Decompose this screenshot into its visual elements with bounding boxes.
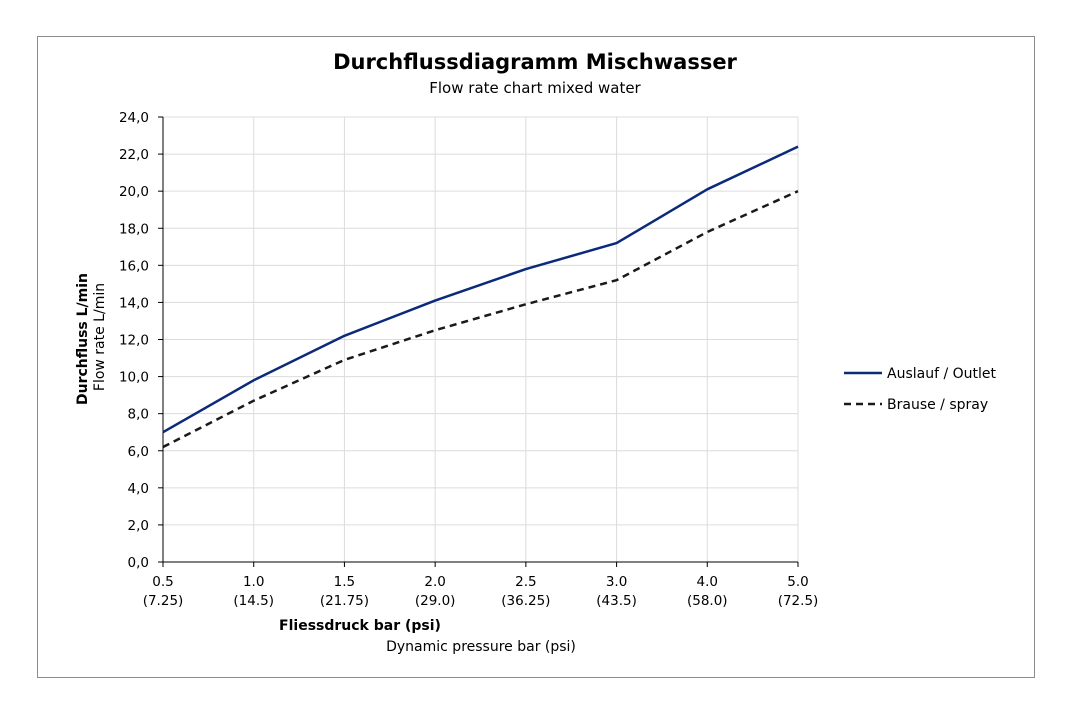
legend: Auslauf / Outlet Brause / spray: [844, 366, 997, 413]
x-tick-label: 1.5: [334, 574, 355, 590]
x-tick-label: 2.0: [424, 574, 445, 590]
y-tick-label: 0,0: [128, 555, 149, 571]
y-tick-label: 2,0: [128, 518, 149, 534]
x-axis-title: Fliessdruck bar (psi): [279, 618, 441, 634]
y-tick-label: 6,0: [128, 444, 149, 460]
x-tick-sublabel: (21.75): [320, 593, 369, 609]
y-tick-label: 20,0: [119, 184, 149, 200]
x-tick-sublabel: (58.0): [687, 593, 728, 609]
x-tick-sublabel: (7.25): [143, 593, 184, 609]
x-tick-sublabel: (72.5): [778, 593, 819, 609]
x-tick-label: 1.0: [243, 574, 264, 590]
x-tick-sublabel: (36.25): [501, 593, 550, 609]
series-lines: [162, 145, 799, 449]
y-tick-label: 12,0: [119, 333, 149, 349]
y-tick-label: 18,0: [119, 221, 149, 237]
x-tick-label: 4.0: [697, 574, 718, 590]
chart-subtitle: Flow rate chart mixed water: [429, 79, 641, 97]
y-tick-label: 14,0: [119, 295, 149, 311]
y-tick-labels: 0,0 2,0 4,0 6,0 8,0 10,0 12,0 14,0 16,0 18,0 20,0 2…: [119, 110, 149, 571]
y-tick-label: 10,0: [119, 370, 149, 386]
x-tick-sublabel: (14.5): [233, 593, 274, 609]
chart-frame: [37, 36, 1035, 678]
series-line-outlet: [162, 145, 799, 434]
axes: [158, 116, 799, 567]
y-axis-subtitle: Flow rate L/min: [92, 283, 108, 391]
x-tick-sublabel: (43.5): [596, 593, 637, 609]
chart-title: Durchflussdiagramm Mischwasser: [333, 50, 737, 74]
x-tick-label: 5.0: [787, 574, 808, 590]
x-tick-label: 3.0: [606, 574, 627, 590]
y-tick-label: 22,0: [119, 147, 149, 163]
x-axis-subtitle: Dynamic pressure bar (psi): [386, 639, 576, 655]
x-tick-sublabel: (29.0): [415, 593, 456, 609]
legend-label-spray: Brause / spray: [887, 397, 988, 413]
x-tick-labels: 0.5 (7.25) 1.0 (14.5) 1.5 (21.75) 2.0 (29.0) 2.5…: [143, 574, 819, 609]
gridlines: [163, 116, 799, 562]
y-tick-label: 16,0: [119, 258, 149, 274]
y-tick-label: 8,0: [128, 407, 149, 423]
y-tick-label: 4,0: [128, 481, 149, 497]
series-line-spray: [162, 190, 799, 449]
y-tick-label: 24,0: [119, 110, 149, 126]
x-tick-label: 2.5: [515, 574, 536, 590]
x-tick-label: 0.5: [152, 574, 173, 590]
legend-label-outlet: Auslauf / Outlet: [887, 366, 997, 382]
y-axis-title: Durchfluss L/min: [75, 273, 91, 405]
